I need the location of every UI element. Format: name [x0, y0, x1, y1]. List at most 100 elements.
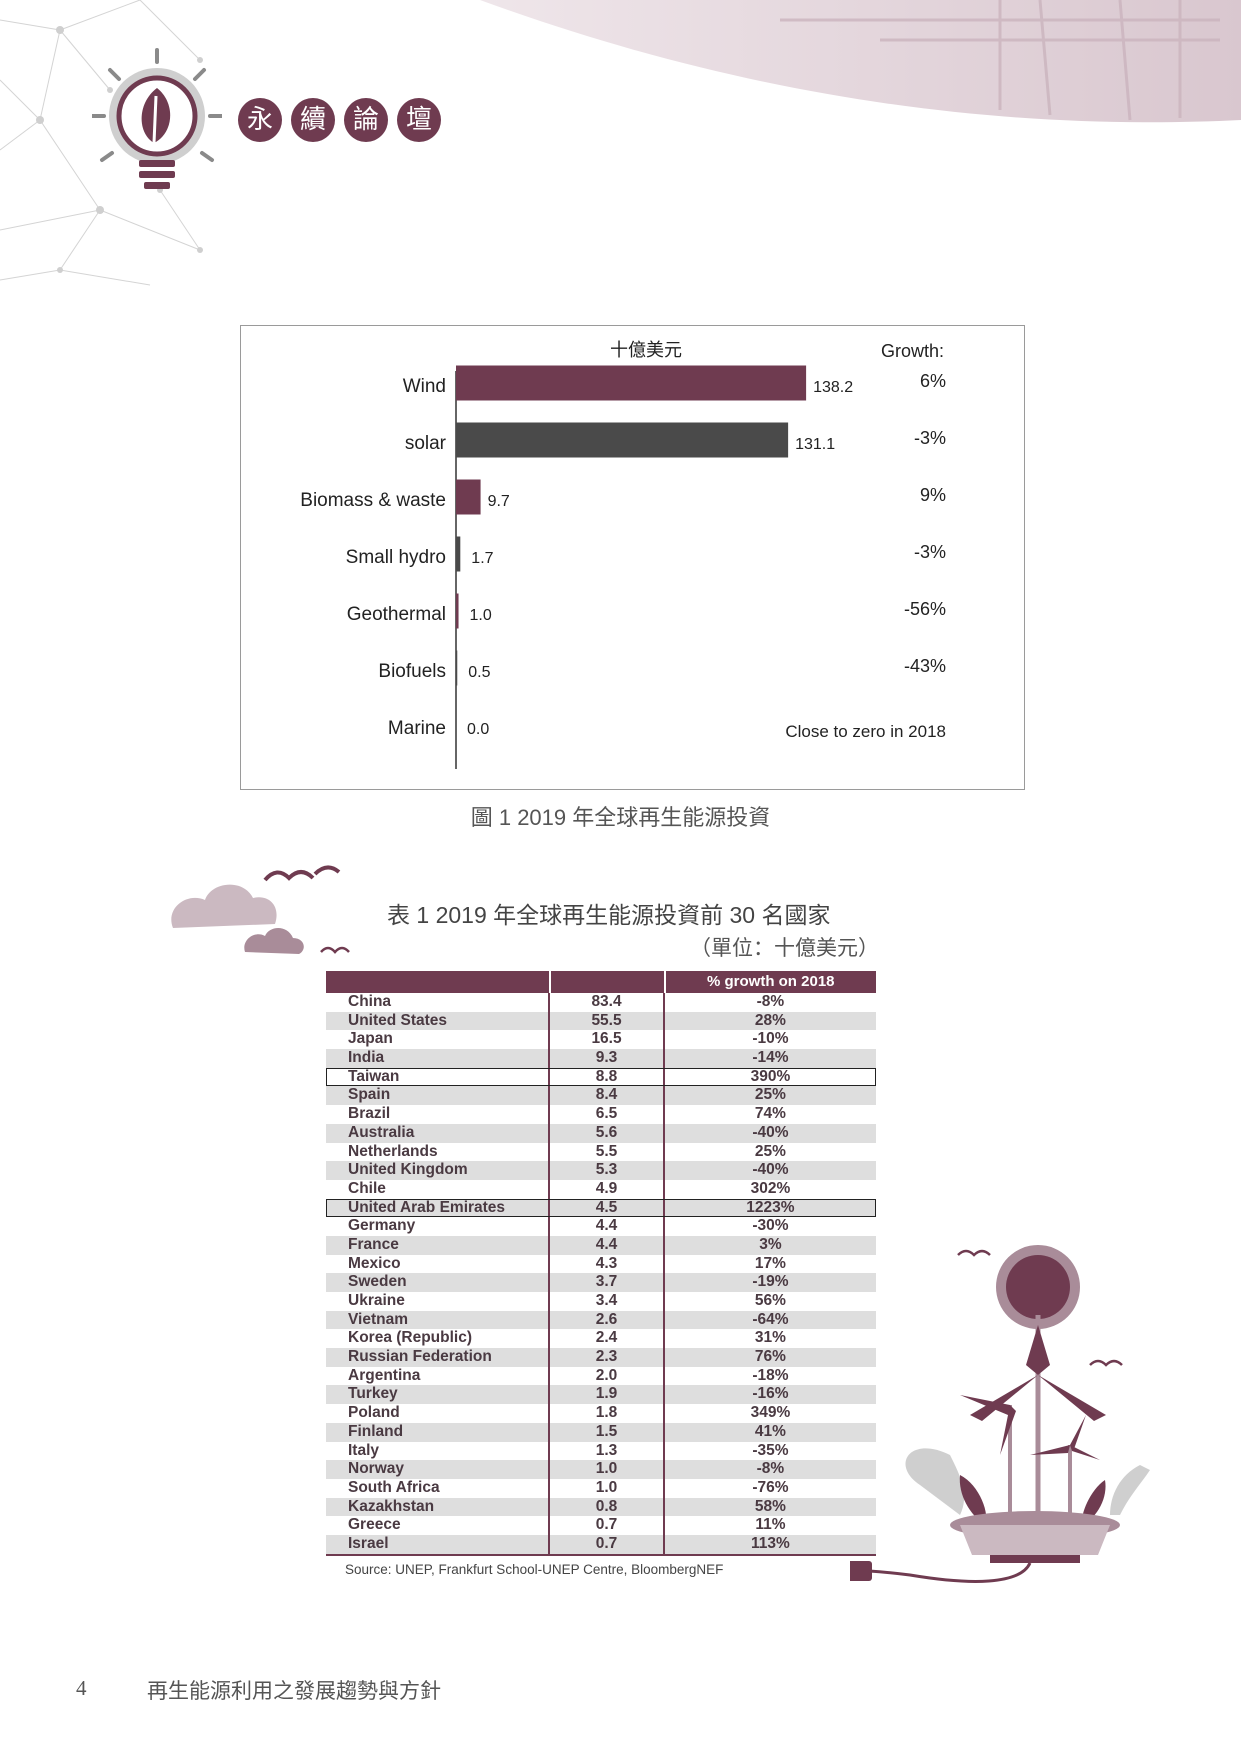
country-cell: United Arab Emirates [326, 1199, 550, 1218]
growth-cell: 3% [665, 1236, 876, 1255]
growth-label: Close to zero in 2018 [785, 722, 946, 741]
value-cell: 5.3 [550, 1161, 665, 1180]
growth-cell: -8% [665, 1460, 876, 1479]
header-badge-4: 壇 [397, 98, 441, 142]
table-row: Finland 1.5 41% [326, 1423, 876, 1442]
value-cell: 1.0 [550, 1460, 665, 1479]
value-cell: 55.5 [550, 1012, 665, 1031]
bar [456, 366, 806, 401]
table-header-row: % growth on 2018 [326, 971, 876, 993]
category-label: Marine [388, 718, 446, 739]
header-value [551, 971, 665, 993]
growth-cell: 1223% [665, 1199, 876, 1218]
growth-label: -3% [914, 428, 946, 448]
value-cell: 83.4 [550, 993, 665, 1012]
page-number: 4 [76, 1676, 87, 1701]
country-cell: Italy [326, 1442, 550, 1461]
country-cell: Germany [326, 1217, 550, 1236]
growth-cell: -8% [665, 993, 876, 1012]
country-cell: Netherlands [326, 1143, 550, 1162]
category-label: Small hydro [346, 547, 446, 568]
country-cell: Japan [326, 1030, 550, 1049]
table-row: Japan 16.5 -10% [326, 1030, 876, 1049]
value-cell: 5.5 [550, 1143, 665, 1162]
table-row: Turkey 1.9 -16% [326, 1385, 876, 1404]
growth-cell: -64% [665, 1311, 876, 1330]
table-row: Germany 4.4 -30% [326, 1217, 876, 1236]
bar [456, 480, 481, 515]
table-row: United Kingdom 5.3 -40% [326, 1161, 876, 1180]
value-label: 0.5 [468, 664, 490, 681]
country-cell: Kazakhstan [326, 1498, 550, 1517]
country-cell: France [326, 1236, 550, 1255]
country-cell: Norway [326, 1460, 550, 1479]
table-row: Netherlands 5.5 25% [326, 1143, 876, 1162]
bar [456, 423, 788, 458]
value-cell: 5.6 [550, 1124, 665, 1143]
growth-cell: 58% [665, 1498, 876, 1517]
growth-cell: -16% [665, 1385, 876, 1404]
growth-cell: 31% [665, 1329, 876, 1348]
table-row: Spain 8.4 25% [326, 1086, 876, 1105]
growth-label: 9% [920, 485, 946, 505]
table-row: Brazil 6.5 74% [326, 1105, 876, 1124]
growth-cell: 25% [665, 1143, 876, 1162]
growth-cell: -19% [665, 1273, 876, 1292]
growth-cell: 56% [665, 1292, 876, 1311]
value-label: 131.1 [795, 436, 835, 453]
header-photo-band [480, 0, 1241, 130]
investment-chart-frame: 十億美元 Growth: Wind 138.2 6% solar 131.1 -3% Bioma… [240, 325, 1025, 790]
growth-cell: 41% [665, 1423, 876, 1442]
growth-cell: -18% [665, 1367, 876, 1386]
table-row: Ukraine 3.4 56% [326, 1292, 876, 1311]
value-cell: 4.4 [550, 1217, 665, 1236]
table-unit-label: （單位：十億美元） [690, 932, 879, 962]
category-label: solar [405, 433, 447, 454]
value-cell: 0.7 [550, 1535, 665, 1554]
growth-cell: 113% [665, 1535, 876, 1554]
country-cell: Korea (Republic) [326, 1329, 550, 1348]
table-row: Mexico 4.3 17% [326, 1255, 876, 1274]
country-cell: Sweden [326, 1273, 550, 1292]
table-row: Argentina 2.0 -18% [326, 1367, 876, 1386]
country-cell: Taiwan [326, 1068, 550, 1087]
growth-cell: 349% [665, 1404, 876, 1423]
country-cell: Greece [326, 1516, 550, 1535]
table-row: South Africa 1.0 -76% [326, 1479, 876, 1498]
bar [456, 651, 457, 686]
table-row: Korea (Republic) 2.4 31% [326, 1329, 876, 1348]
growth-cell: -14% [665, 1049, 876, 1068]
country-cell: Finland [326, 1423, 550, 1442]
country-cell: China [326, 993, 550, 1012]
table-row: Kazakhstan 0.8 58% [326, 1498, 876, 1517]
growth-cell: 11% [665, 1516, 876, 1535]
table-title: 表 1 2019 年全球再生能源投資前 30 名國家 [387, 896, 831, 930]
value-cell: 2.0 [550, 1367, 665, 1386]
growth-cell: 25% [665, 1086, 876, 1105]
table-row: China 83.4 -8% [326, 993, 876, 1012]
table-bottom-rule [326, 1554, 876, 1556]
header-badge-1: 永 [238, 98, 282, 142]
table-row: Vietnam 2.6 -64% [326, 1311, 876, 1330]
value-cell: 1.0 [550, 1479, 665, 1498]
value-label: 138.2 [813, 379, 853, 396]
category-label: Geothermal [347, 604, 446, 625]
growth-cell: -40% [665, 1124, 876, 1143]
unit-label: 十億美元 [610, 340, 682, 361]
value-cell: 4.9 [550, 1180, 665, 1199]
value-cell: 16.5 [550, 1030, 665, 1049]
country-cell: Israel [326, 1535, 550, 1554]
value-cell: 2.4 [550, 1329, 665, 1348]
growth-cell: 302% [665, 1180, 876, 1199]
top-30-countries-table: % growth on 2018 China 83.4 -8% United Stat… [326, 971, 876, 1556]
growth-cell: -40% [665, 1161, 876, 1180]
growth-label: -43% [904, 656, 946, 676]
table-row: Australia 5.6 -40% [326, 1124, 876, 1143]
table-row: United Arab Emirates 4.5 1223% [326, 1199, 876, 1218]
value-cell: 6.5 [550, 1105, 665, 1124]
growth-cell: 28% [665, 1012, 876, 1031]
country-cell: Russian Federation [326, 1348, 550, 1367]
value-cell: 4.3 [550, 1255, 665, 1274]
country-cell: Vietnam [326, 1311, 550, 1330]
value-cell: 9.3 [550, 1049, 665, 1068]
